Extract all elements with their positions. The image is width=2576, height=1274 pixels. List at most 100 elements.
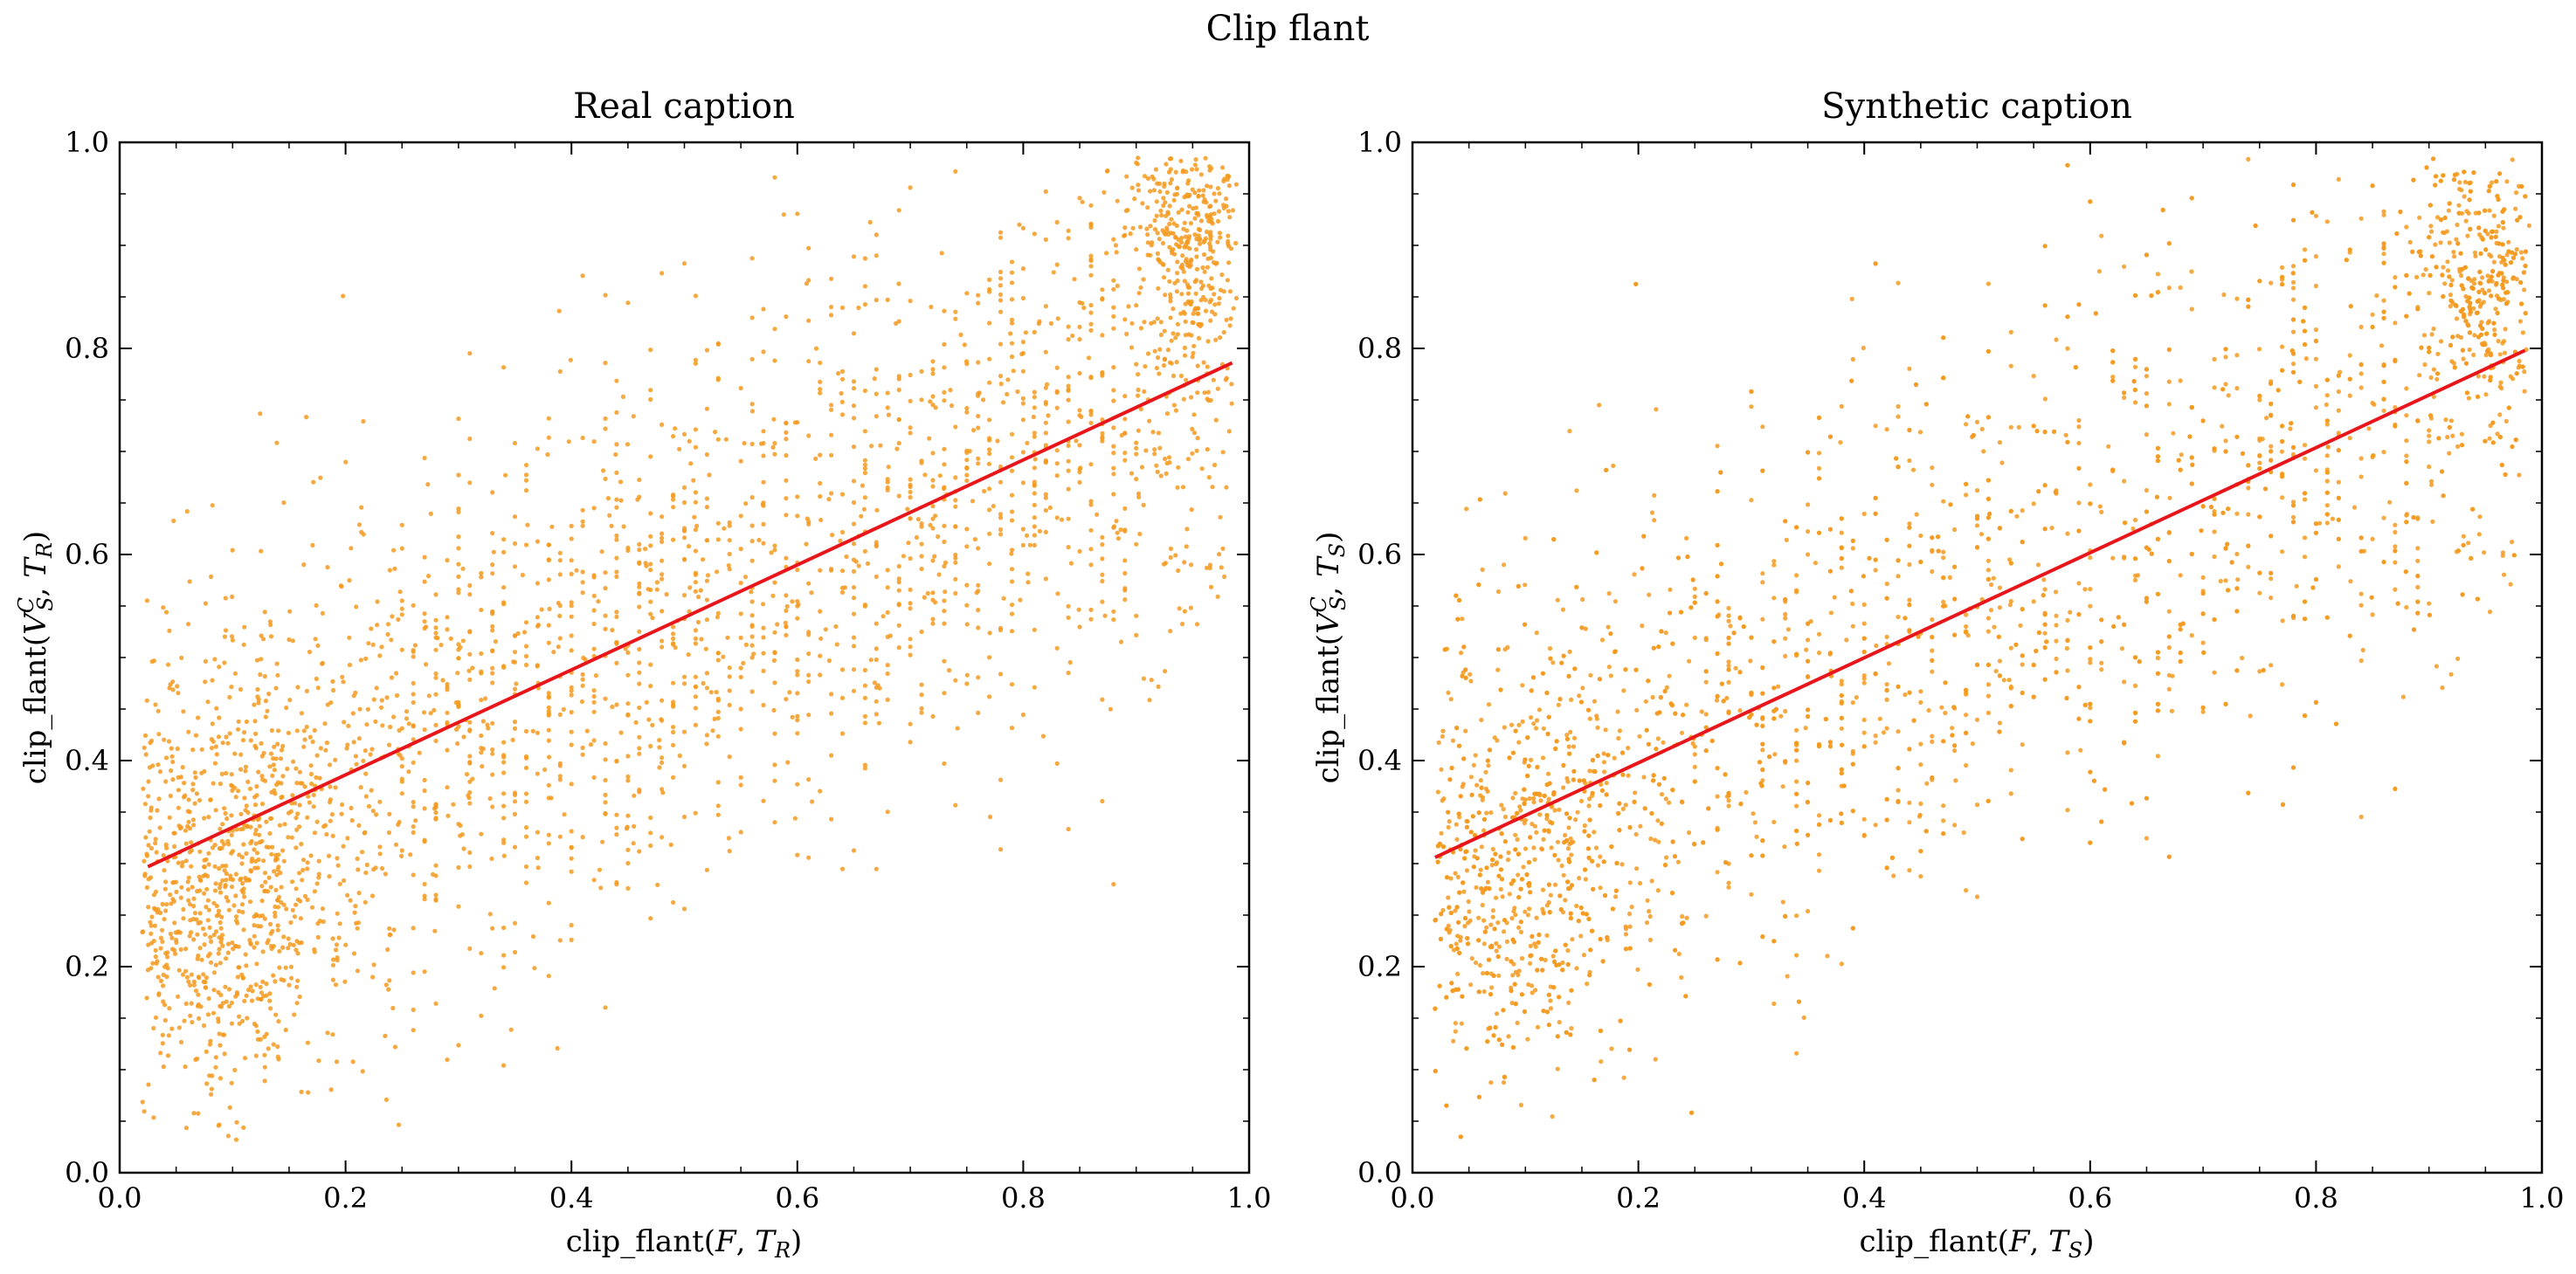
scatter-point	[353, 904, 358, 909]
scatter-point	[413, 818, 418, 823]
scatter-point	[1032, 329, 1037, 334]
scatter-point	[1212, 191, 1217, 196]
scatter-point	[677, 753, 682, 759]
scatter-point	[1676, 951, 1682, 957]
scatter-point	[614, 812, 619, 817]
scatter-point	[1161, 362, 1167, 368]
scatter-point	[1838, 440, 1843, 445]
scatter-point	[1206, 475, 1212, 480]
scatter-point	[654, 580, 660, 585]
scatter-point	[1156, 430, 1161, 436]
scatter-point	[2461, 356, 2466, 362]
scatter-point	[1684, 915, 1689, 920]
scatter-point	[162, 1002, 168, 1008]
scatter-point	[268, 751, 274, 756]
scatter-point	[190, 885, 195, 890]
scatter-point	[212, 864, 218, 869]
scatter-point	[795, 420, 800, 425]
scatter-point	[289, 975, 294, 981]
y-tick-label: 0.8	[65, 332, 109, 365]
scatter-point	[226, 907, 231, 912]
scatter-point	[949, 403, 955, 409]
scatter-point	[862, 720, 868, 726]
scatter-point	[273, 685, 279, 691]
scatter-point	[236, 965, 241, 970]
scatter-point	[479, 698, 484, 703]
scatter-point	[264, 819, 269, 824]
scatter-point	[1771, 596, 1777, 601]
scatter-point	[930, 713, 936, 720]
scatter-point	[1043, 189, 1048, 194]
scatter-point	[274, 440, 280, 445]
scatter-point	[1168, 315, 1173, 320]
scatter-point	[2088, 660, 2093, 665]
scatter-point	[987, 417, 992, 423]
scatter-point	[345, 742, 350, 747]
scatter-point	[1066, 545, 1071, 550]
scatter-point	[2189, 306, 2194, 312]
scatter-point	[1138, 285, 1143, 290]
scatter-point	[976, 300, 981, 306]
scatter-point	[896, 281, 901, 286]
scatter-point	[206, 815, 211, 820]
scatter-point	[213, 808, 218, 813]
scatter-point	[220, 864, 225, 869]
scatter-point	[862, 683, 868, 688]
scatter-point	[252, 923, 257, 928]
scatter-point	[2438, 240, 2443, 245]
scatter-point	[285, 766, 290, 772]
scatter-point	[501, 1063, 507, 1068]
scatter-point	[2110, 375, 2116, 380]
scatter-point	[569, 685, 574, 691]
scatter-point	[1009, 518, 1015, 523]
scatter-point	[1520, 719, 1525, 725]
scatter-point	[614, 569, 619, 575]
scatter-point	[829, 407, 834, 412]
scatter-point	[1111, 237, 1116, 242]
scatter-point	[271, 762, 276, 768]
scatter-point	[210, 845, 216, 850]
scatter-point	[411, 654, 416, 659]
scatter-point	[1197, 188, 1202, 193]
scatter-point	[998, 276, 1004, 281]
scatter-point	[1481, 941, 1487, 947]
scatter-point	[222, 660, 227, 665]
scatter-point	[1233, 240, 1239, 246]
scatter-point	[1115, 283, 1120, 288]
scatter-point	[160, 1041, 165, 1046]
scatter-point	[580, 523, 585, 528]
scatter-point	[637, 646, 642, 652]
scatter-point	[1009, 455, 1015, 460]
scatter-point	[1453, 871, 1458, 876]
scatter-point	[557, 613, 563, 619]
scatter-point	[467, 677, 473, 683]
scatter-point	[1649, 510, 1655, 515]
scatter-point	[277, 948, 282, 954]
scatter-point	[467, 720, 473, 725]
scatter-point	[2223, 578, 2228, 583]
scatter-point	[259, 548, 264, 554]
scatter-point	[480, 719, 487, 724]
scatter-point	[218, 992, 224, 998]
scatter-point	[1997, 585, 2002, 590]
scatter-point	[1040, 733, 1046, 739]
scatter-point	[207, 925, 212, 930]
scatter-point	[625, 778, 631, 783]
scatter-point	[480, 764, 485, 769]
scatter-point	[1195, 363, 1200, 368]
scatter-point	[580, 569, 585, 575]
scatter-point	[163, 842, 169, 848]
scatter-point	[896, 417, 901, 423]
scatter-point	[1986, 281, 1991, 286]
scatter-point	[580, 835, 585, 840]
scatter-point	[1623, 926, 1629, 932]
scatter-point	[1462, 924, 1468, 929]
scatter-point	[176, 994, 181, 999]
scatter-point	[874, 391, 879, 396]
scatter-point	[851, 611, 857, 616]
scatter-point	[1200, 294, 1206, 300]
scatter-point	[1020, 417, 1026, 423]
scatter-point	[2290, 451, 2296, 458]
scatter-point	[673, 426, 678, 431]
scatter-point	[723, 437, 729, 442]
